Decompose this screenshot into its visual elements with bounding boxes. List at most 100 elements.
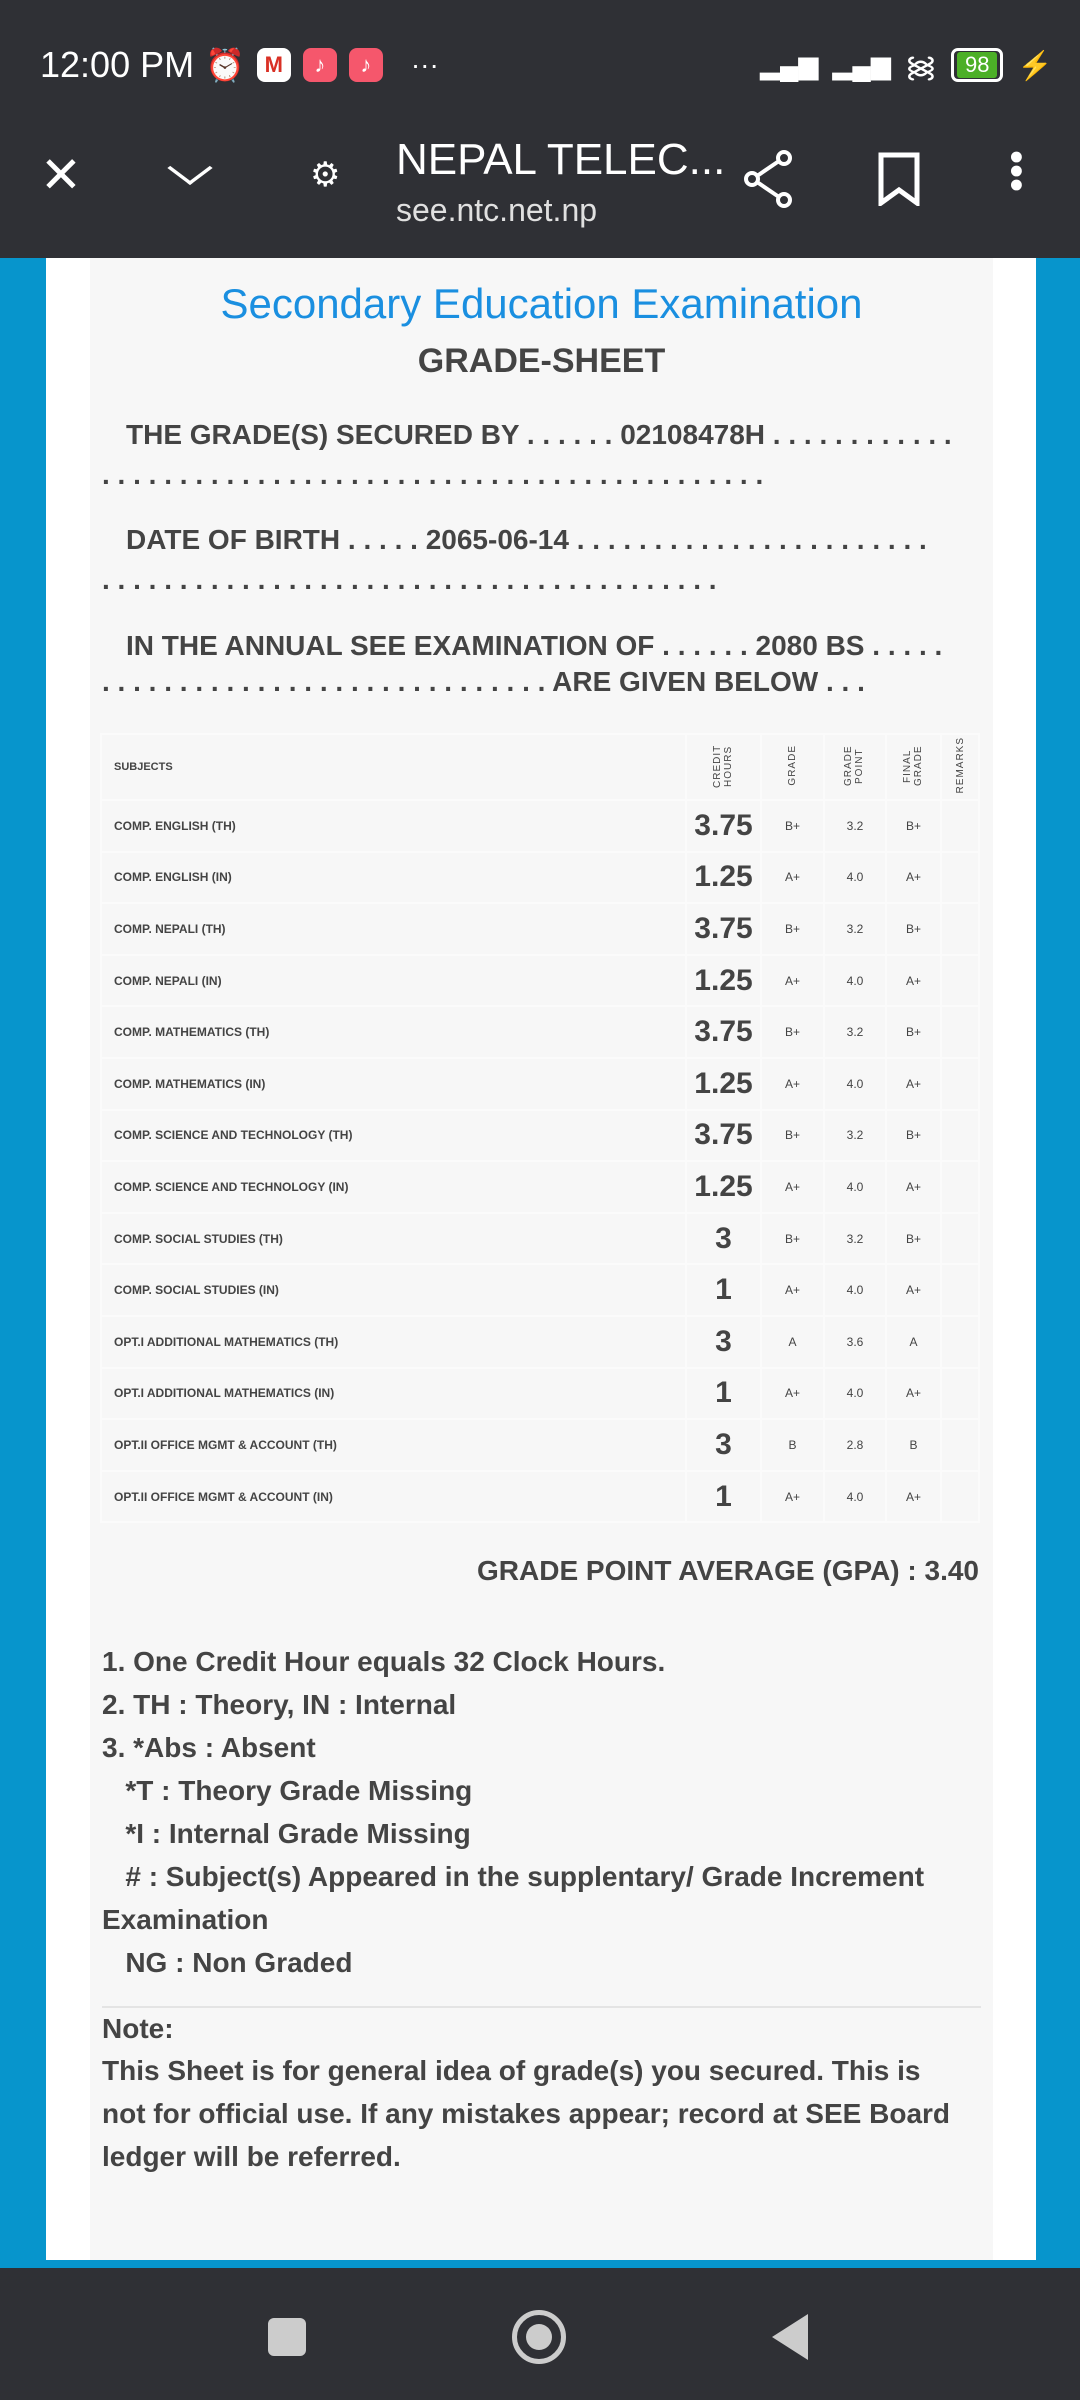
- sheet-subheading: GRADE-SHEET: [417, 342, 666, 380]
- final-grade-cell: A+: [885, 953, 942, 1008]
- battery-icon: 98: [950, 48, 1004, 82]
- tiktok-icon: ♪: [302, 48, 337, 82]
- gmail-icon: M: [256, 48, 291, 82]
- remarks-cell: [940, 1366, 980, 1421]
- subject-cell: COMP. MATHEMATICS (TH): [100, 1005, 687, 1059]
- credit-hours-cell: 3.75: [685, 1005, 762, 1059]
- remarks-cell: [940, 1056, 980, 1111]
- secured-by-line: THE GRADE(S) SECURED BY . . . . . . 0210…: [126, 419, 952, 450]
- page-title: NEPAL TELEC...: [396, 135, 726, 184]
- subject-cell: COMP. SCIENCE AND TECHNOLOGY (IN): [100, 1160, 687, 1214]
- site-settings-icon[interactable]: ⚙: [310, 156, 341, 194]
- credit-hours-cell: 3: [685, 1211, 762, 1266]
- remarks-cell: [940, 1211, 980, 1266]
- status-time: 12:00 PM: [40, 44, 195, 85]
- remarks-cell: [940, 1160, 980, 1214]
- chevron-down-icon[interactable]: [167, 151, 213, 185]
- subject-cell: OPT.I ADDITIONAL MATHEMATICS (IN): [100, 1366, 687, 1421]
- grade-point-cell: 4.0: [823, 850, 887, 905]
- table-row: COMP. MATHEMATICS (TH) 3.75 B+ 3.2 B+: [100, 1005, 980, 1059]
- subject-cell: COMP. ENGLISH (IN): [100, 850, 687, 905]
- subject-cell: OPT.II OFFICE MGMT & ACCOUNT (TH): [100, 1418, 687, 1472]
- remarks-cell: [940, 1263, 980, 1317]
- charging-icon: ⚡: [1017, 49, 1053, 81]
- grade-sheet: Secondary Education Examination GRADE-SH…: [90, 258, 993, 2260]
- table-row: COMP. SCIENCE AND TECHNOLOGY (IN) 1.25 A+ 4…: [100, 1160, 980, 1214]
- alarm-icon: ⏰: [205, 47, 245, 83]
- back-button[interactable]: [772, 2314, 808, 2360]
- dob-line: DATE OF BIRTH . . . . . 2065-06-14 . . .…: [126, 524, 927, 555]
- remarks-cell: [940, 1314, 980, 1369]
- grade-cell: A+: [760, 1366, 825, 1421]
- table-row: OPT.II OFFICE MGMT & ACCOUNT (IN) 1 A+ 4.0 A…: [100, 1469, 980, 1524]
- table-row: COMP. NEPALI (TH) 3.75 B+ 3.2 B+: [100, 902, 980, 956]
- credit-hours-cell: 1: [685, 1366, 762, 1421]
- subject-cell: COMP. NEPALI (TH): [100, 902, 687, 956]
- grade-point-cell: 3.2: [823, 1211, 887, 1266]
- sheet-heading: Secondary Education Examination: [220, 280, 863, 327]
- more-options-icon[interactable]: •••: [994, 150, 1038, 193]
- grade-cell: B+: [760, 799, 825, 853]
- remarks-cell: [940, 902, 980, 956]
- final-grade-cell: B+: [885, 799, 942, 853]
- grades-table: SUBJECTS CREDIT HOURS GRADE GRADE POINT …: [100, 733, 980, 1524]
- tiktok-icon: ♪: [348, 48, 383, 82]
- recents-button[interactable]: [268, 2318, 306, 2356]
- table-row: COMP. NEPALI (IN) 1.25 A+ 4.0 A+: [100, 953, 980, 1008]
- remarks-cell: [940, 1469, 980, 1524]
- exam-line: IN THE ANNUAL SEE EXAMINATION OF . . . .…: [126, 630, 943, 661]
- subject-cell: COMP. MATHEMATICS (IN): [100, 1056, 687, 1111]
- legend-note: 1. One Credit Hour equals 32 Clock Hours…: [102, 1646, 666, 1677]
- table-row: COMP. SCIENCE AND TECHNOLOGY (TH) 3.75 B+ 3…: [100, 1108, 980, 1163]
- grade-cell: B+: [760, 1211, 825, 1266]
- share-icon[interactable]: [740, 148, 796, 210]
- legend-note: *T : Theory Grade Missing: [102, 1775, 473, 1806]
- page-url: see.ntc.net.np: [396, 192, 598, 228]
- dob-dots: . . . . . . . . . . . . . . . . . . . . …: [102, 564, 717, 595]
- home-button[interactable]: [512, 2310, 566, 2364]
- browser-top: 12:00 PM ⏰ M ♪ ♪ ··· ▂▄▆ ▂▄▆ ᯼ 98 ⚡ ✕ ⚙ …: [0, 0, 1080, 258]
- grade-point-cell: 4.0: [823, 1469, 887, 1524]
- remarks-cell: [940, 953, 980, 1008]
- grade-cell: A+: [760, 953, 825, 1008]
- close-button[interactable]: ✕: [40, 147, 82, 203]
- final-grade-cell: A+: [885, 1263, 942, 1317]
- exam-line-2: . . . . . . . . . . . . . . . . . . . . …: [102, 666, 865, 697]
- credit-hours-cell: 1: [685, 1469, 762, 1524]
- table-row: OPT.I ADDITIONAL MATHEMATICS (TH) 3 A 3.6 A: [100, 1314, 980, 1369]
- table-row: COMP. MATHEMATICS (IN) 1.25 A+ 4.0 A+: [100, 1056, 980, 1111]
- col-subjects: SUBJECTS: [100, 733, 687, 801]
- credit-hours-cell: 3: [685, 1418, 762, 1472]
- table-row: COMP. SOCIAL STUDIES (IN) 1 A+ 4.0 A+: [100, 1263, 980, 1317]
- col-final-grade: FINAL GRADE: [901, 745, 924, 786]
- table-row: COMP. ENGLISH (TH) 3.75 B+ 3.2 B+: [100, 799, 980, 853]
- grade-point-cell: 3.2: [823, 1108, 887, 1163]
- credit-hours-cell: 1.25: [685, 953, 762, 1008]
- credit-hours-cell: 3.75: [685, 1108, 762, 1163]
- grade-cell: A+: [760, 1056, 825, 1111]
- grade-point-cell: 4.0: [823, 953, 887, 1008]
- signal-icon: ▂▄▆: [760, 49, 819, 80]
- col-grade-point: GRADE POINT: [843, 745, 865, 786]
- disclaimer-line: ledger will be referred.: [102, 2141, 401, 2172]
- final-grade-cell: A: [885, 1314, 942, 1369]
- credit-hours-cell: 3: [685, 1314, 762, 1369]
- credit-hours-cell: 1.25: [685, 1056, 762, 1111]
- remarks-cell: [940, 1108, 980, 1163]
- grade-point-cell: 3.6: [823, 1314, 887, 1369]
- system-icons: ▂▄▆ ▂▄▆ ᯼ 98 ⚡: [760, 40, 1052, 90]
- grade-cell: B+: [760, 1108, 825, 1163]
- final-grade-cell: A+: [885, 1056, 942, 1111]
- grade-cell: A+: [760, 1469, 825, 1524]
- grade-point-cell: 4.0: [823, 1160, 887, 1214]
- remarks-cell: [940, 799, 980, 853]
- credit-hours-cell: 1.25: [685, 1160, 762, 1214]
- final-grade-cell: B+: [885, 1005, 942, 1059]
- final-grade-cell: A+: [885, 850, 942, 905]
- final-grade-cell: B+: [885, 1211, 942, 1266]
- grade-point-cell: 2.8: [823, 1418, 887, 1472]
- grade-cell: A+: [760, 1263, 825, 1317]
- bookmark-icon[interactable]: [878, 152, 920, 206]
- subject-cell: COMP. SOCIAL STUDIES (IN): [100, 1263, 687, 1317]
- grade-point-cell: 3.2: [823, 902, 887, 956]
